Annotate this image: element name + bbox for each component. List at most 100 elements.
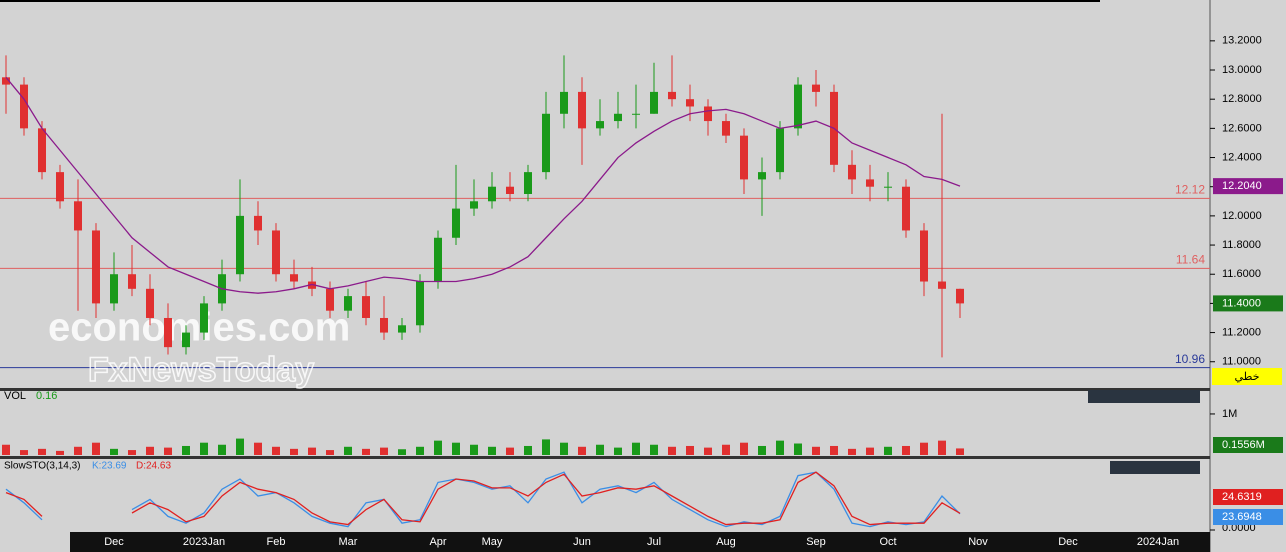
volume-bar [146,446,154,455]
candle-body [722,121,730,136]
volume-bar [920,442,928,455]
x-tick-label: Dec [104,536,124,548]
candle-body [920,230,928,282]
candle-body [578,91,586,129]
volume-bar [740,442,748,455]
candle-body [650,91,658,114]
candle-body [758,172,766,180]
x-tick-label: Aug [716,536,736,548]
volume-bar [848,448,856,455]
candle-body [794,84,802,129]
candle-body [902,186,910,231]
volume-bar [344,446,352,455]
candle-body [452,208,460,238]
sto-name: SlowSTO(3,14,3) [4,461,81,472]
volume-bar [380,447,388,455]
volume-bar [272,446,280,455]
candle-body [848,164,856,180]
volume-bar [704,447,712,455]
stoch-line-d [5,471,961,526]
volume-bar [398,449,406,455]
x-tick-label: 2024Jan [1137,536,1179,548]
volume-bar [794,443,802,455]
candle-body [146,288,154,318]
candle-body [632,113,640,115]
volume-bar [182,445,190,455]
moving-average [5,76,961,294]
x-tick-label: Sep [806,536,826,548]
candle-body [866,179,874,187]
candle-body [2,77,10,85]
y-tick-label: 12.4000 [1222,151,1262,163]
volume-bar [884,446,892,455]
x-tick-label: May [482,536,503,548]
volume-bar [452,442,460,455]
candle-body [326,288,334,311]
volume-bar [362,448,370,455]
candle-body [272,230,280,275]
sto-d: D:24.63 [136,461,171,472]
candle-body [704,106,712,122]
x-tick-label: Feb [267,536,286,548]
x-tick-label: Mar [339,536,358,548]
volume-bar [938,440,946,455]
last-value-tag [1213,509,1283,525]
vol-name: VOL [4,390,26,402]
candle-body [686,99,694,107]
volume-bar [542,439,550,455]
candle-body [92,230,100,304]
candle-body [38,128,46,173]
pane-toolbar[interactable] [1110,461,1200,474]
y-tick-label: 13.2000 [1222,35,1262,47]
candle-body [740,135,748,180]
pane-divider [0,388,1210,391]
volume-bar [956,448,964,455]
y-tick-label: 12.8000 [1222,93,1262,105]
volume-bar [434,440,442,455]
volume-bar [560,442,568,455]
level-label: 12.12 [1175,183,1205,197]
candle-body [20,84,28,129]
last-value-tag [1213,437,1283,453]
y-tick-label: 12.6000 [1222,122,1262,134]
volume-bar [866,447,874,455]
candle-body [362,296,370,318]
volume-bar [902,445,910,455]
candle-body [398,325,406,333]
volume-bar [308,447,316,455]
y-tick-label: 11.0000 [1222,356,1261,368]
y-tick-label: 13.0000 [1222,64,1262,76]
x-tick-label: Dec [1058,536,1078,548]
last-value-label: 0.1556M [1222,439,1265,451]
candle-body [524,172,532,194]
pane-toolbar[interactable] [1088,390,1200,403]
candle-body [884,186,892,188]
volume-bar [578,446,586,455]
candle-body [434,237,442,282]
candle-body [182,332,190,348]
candle-body [290,274,298,282]
candle-body [344,296,352,311]
last-value-tag [1213,489,1283,505]
volume-bar [110,448,118,455]
volume-bar [812,446,820,455]
volume-bar [128,450,136,455]
candle-body [938,281,946,289]
candle-body [416,281,424,326]
candle-body [542,113,550,173]
volume-bar [326,450,334,455]
volume-bar [2,444,10,455]
volume-bar [776,440,784,455]
candle-body [776,128,784,173]
volume-bar [164,447,172,455]
candle-body [56,172,64,202]
candle-body [74,201,82,231]
candle-body [164,317,172,348]
volume-bar [524,445,532,455]
candle-body [236,215,244,275]
badge[interactable]: خطي [1235,371,1260,383]
volume-bar [758,445,766,455]
last-value-label: 12.2040 [1222,180,1262,192]
x-tick-label: Apr [429,536,446,548]
last-value-tag [1213,178,1283,195]
